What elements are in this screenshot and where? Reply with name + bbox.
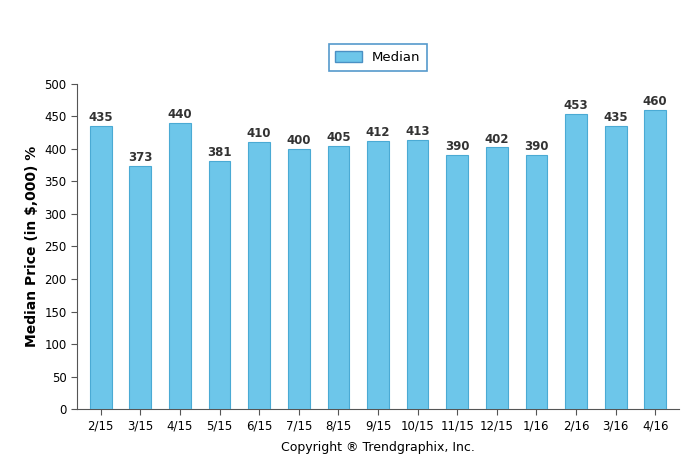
Y-axis label: Median Price (in $,000) %: Median Price (in $,000) % — [25, 146, 38, 347]
Text: 410: 410 — [247, 127, 272, 140]
Bar — [644, 110, 666, 409]
Text: 390: 390 — [524, 140, 549, 153]
Bar — [565, 114, 587, 409]
Bar — [367, 141, 389, 409]
Text: 435: 435 — [88, 111, 113, 124]
Text: 373: 373 — [128, 152, 153, 165]
Bar — [605, 126, 626, 409]
X-axis label: Copyright ® Trendgraphix, Inc.: Copyright ® Trendgraphix, Inc. — [281, 441, 475, 454]
Bar — [209, 161, 230, 409]
Text: 402: 402 — [484, 133, 509, 146]
Text: 460: 460 — [643, 95, 668, 108]
Bar — [447, 155, 468, 409]
Text: 453: 453 — [564, 100, 588, 113]
Text: 440: 440 — [168, 108, 193, 121]
Text: 413: 413 — [405, 126, 430, 139]
Bar — [130, 166, 151, 409]
Bar — [288, 149, 309, 409]
Bar — [526, 155, 547, 409]
Text: 412: 412 — [365, 126, 391, 139]
Bar — [407, 140, 428, 409]
Text: 405: 405 — [326, 131, 351, 144]
Bar — [486, 147, 508, 409]
Text: 381: 381 — [207, 146, 232, 159]
Text: 400: 400 — [286, 134, 311, 147]
Legend: Median: Median — [329, 44, 427, 71]
Bar — [90, 126, 112, 409]
Bar — [248, 142, 270, 409]
Text: 435: 435 — [603, 111, 628, 124]
Bar — [169, 123, 191, 409]
Bar — [328, 146, 349, 409]
Text: 390: 390 — [445, 140, 470, 153]
